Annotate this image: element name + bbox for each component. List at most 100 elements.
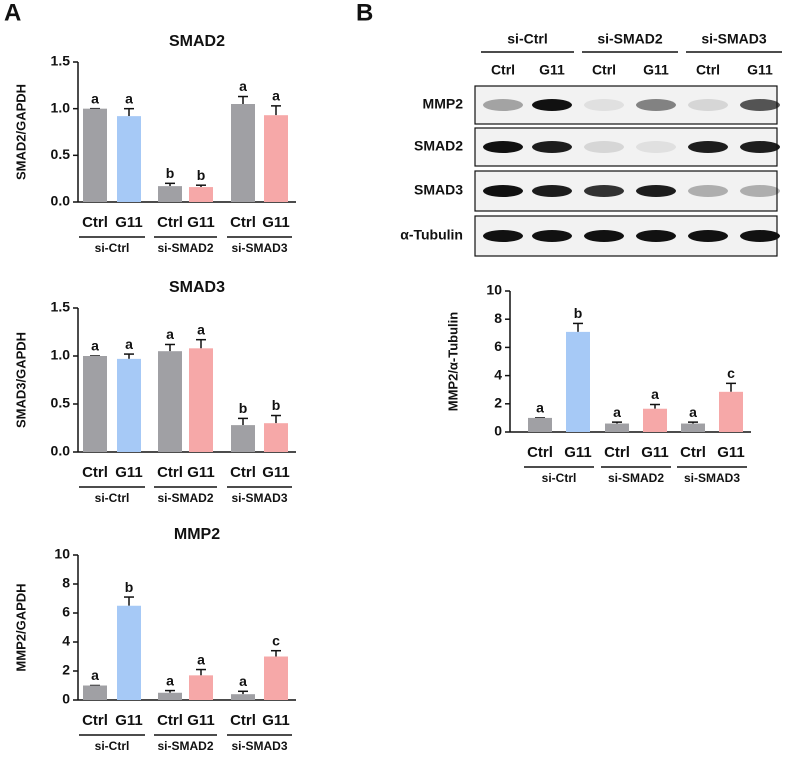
x-tick-label: G11 [564,444,592,461]
significance-letter: b [125,579,134,595]
chart-title: MMP2 [174,526,220,543]
blot-band [688,99,728,111]
x-tick-label: Ctrl [604,444,630,461]
bar [158,186,182,202]
blot-band [688,230,728,242]
blot-row-label: α-Tubulin [400,227,463,243]
x-tick-label: Ctrl [157,464,183,481]
blot-band [584,99,624,111]
bar [117,358,141,452]
blot-band [483,141,523,153]
blot-band [584,141,624,153]
bar [231,425,255,452]
bar [231,694,255,700]
blot-band [740,185,780,197]
blot-band [740,99,780,111]
significance-letter: a [689,404,697,420]
x-tick-label: G11 [115,214,143,231]
group-label: si-SMAD3 [231,241,287,255]
significance-letter: c [272,632,280,648]
chart-title: SMAD2 [169,33,225,50]
x-tick-label: G11 [262,464,290,481]
bar [605,423,629,432]
significance-letter: a [613,404,621,420]
blot-band [532,99,572,111]
significance-letter: a [125,336,133,352]
significance-letter: a [272,88,280,104]
group-label: si-SMAD2 [157,241,213,255]
y-tick-label: 6 [494,338,502,354]
x-tick-label: Ctrl [680,444,706,461]
group-label: si-Ctrl [95,739,130,753]
significance-letter: a [91,338,99,354]
blot-band [688,141,728,153]
y-axis-label: MMP2/α-Tubulin [445,312,460,412]
blot-band [636,185,676,197]
significance-letter: a [239,78,247,94]
y-tick-label: 10 [486,282,502,298]
blot-group-label: si-SMAD2 [597,31,663,47]
y-axis-label: SMAD2/GAPDH [13,84,28,180]
blot-row [474,85,778,125]
blot-lane-label: G11 [643,62,669,78]
x-tick-label: G11 [187,214,215,231]
group-label: si-SMAD2 [157,739,213,753]
panel-label: B [356,0,373,26]
significance-letter: a [125,90,133,106]
blot-band [584,185,624,197]
blot-band [740,141,780,153]
blot-band [636,99,676,111]
bar [158,692,182,700]
group-label: si-SMAD3 [231,739,287,753]
bar [528,417,552,432]
y-tick-label: 0.5 [51,146,71,162]
significance-letter: a [166,326,174,342]
group-label: si-Ctrl [542,471,577,485]
x-tick-label: G11 [187,712,215,729]
x-tick-label: G11 [115,712,143,729]
significance-letter: b [197,167,206,183]
x-tick-label: Ctrl [230,464,256,481]
blot-lane-label: Ctrl [491,62,515,78]
bar [189,187,213,202]
significance-letter: b [272,397,281,413]
blot-row-label: MMP2 [423,96,464,112]
significance-letter: a [166,672,174,688]
panel-label: A [4,0,21,26]
y-tick-label: 10 [54,546,70,562]
blot-band [532,185,572,197]
group-label: si-SMAD2 [157,491,213,505]
bar [83,108,107,202]
blot-band [483,230,523,242]
blot-band [483,99,523,111]
bar [681,423,705,432]
x-tick-label: Ctrl [527,444,553,461]
x-tick-label: Ctrl [230,214,256,231]
blot-lane-label: G11 [747,62,773,78]
y-tick-label: 8 [62,575,70,591]
blot-band [636,230,676,242]
bar [264,423,288,452]
blot-band [740,230,780,242]
chart-title: SMAD3 [169,279,225,296]
x-tick-label: Ctrl [82,214,108,231]
y-tick-label: 1.0 [51,99,71,115]
y-tick-label: 4 [62,633,70,649]
y-axis-label: MMP2/GAPDH [13,583,28,671]
significance-letter: a [197,321,205,337]
y-tick-label: 2 [62,662,70,678]
y-tick-label: 0.0 [51,443,71,459]
blot-lane-label: G11 [539,62,565,78]
bar [189,675,213,700]
significance-letter: a [91,90,99,106]
significance-letter: a [536,400,544,416]
blot-row-label: SMAD3 [414,182,463,198]
bar [83,685,107,700]
significance-letter: a [651,386,659,402]
x-tick-label: G11 [187,464,215,481]
blot-group-label: si-SMAD3 [701,31,767,47]
group-label: si-SMAD3 [684,471,740,485]
x-tick-label: Ctrl [230,712,256,729]
significance-letter: c [727,365,735,381]
bar [231,104,255,202]
